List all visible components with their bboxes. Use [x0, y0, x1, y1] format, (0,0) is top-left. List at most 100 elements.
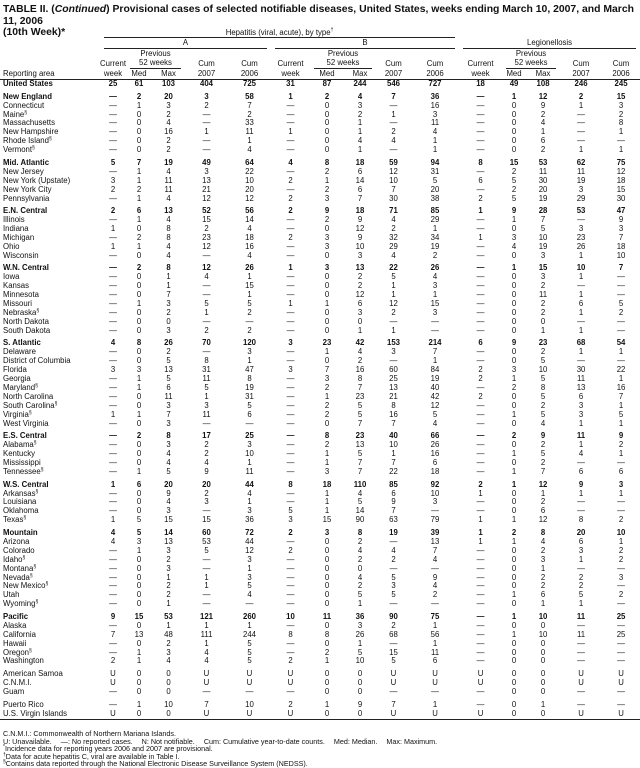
a-cum-2007: 12	[202, 241, 211, 251]
a-current-week: 1	[110, 241, 116, 251]
max-header: Max	[344, 68, 376, 81]
table-row: New England —2 20 3 58 1 2 4 7 36—1 12 2 15	[0, 92, 640, 102]
legionellosis-max: 19	[538, 193, 548, 203]
b-med: 0	[324, 536, 330, 546]
reporting-area: New Hampshire	[0, 127, 100, 137]
footnote-mark: §	[54, 400, 58, 407]
b-max: 3	[357, 620, 363, 630]
b-max: 8	[357, 528, 363, 537]
footnote: §Contains data reported through the Nati…	[3, 759, 308, 768]
legionellosis-med: 0	[511, 100, 517, 110]
a-current-week: —	[109, 572, 117, 582]
b-med: 0	[324, 290, 330, 300]
legionellosis-cum-2007: 53	[576, 206, 586, 216]
a-cum-2006: 1	[247, 290, 252, 300]
legionellosis-med: 0	[511, 290, 517, 300]
reporting-area-name: Wyoming	[3, 599, 36, 609]
legionellosis-current-week: —	[476, 356, 485, 366]
legionellosis-med: 0	[511, 638, 517, 648]
a-med: 5	[136, 515, 142, 525]
b-cum-2007: 4	[391, 250, 396, 260]
previous-header: Previous	[515, 48, 547, 58]
legionellosis-med: 0	[511, 545, 517, 555]
b-max: 4	[357, 136, 363, 146]
med-header: Med	[502, 68, 527, 81]
a-med: 2	[136, 431, 142, 441]
a-cum-2006: —	[245, 599, 254, 609]
reporting-area-name: West Virginia	[3, 418, 49, 428]
legionellosis-current-week: 2	[478, 365, 483, 375]
b-cum-2007: 1	[391, 281, 396, 291]
b-cum-2006: —	[431, 506, 439, 516]
legionellosis-med: 1	[511, 409, 517, 419]
b-cum-2007: 85	[389, 479, 398, 489]
legionellosis-cum-2007: 1	[578, 100, 584, 110]
reporting-area: Delaware	[0, 347, 100, 357]
a-max: 0	[166, 669, 171, 679]
a-cum-2006: 33	[245, 118, 254, 128]
a-max: 7	[166, 290, 171, 300]
a-cum-2006: 1	[247, 563, 252, 573]
b-med: 15	[322, 515, 332, 525]
legionellosis-current-week: —	[476, 383, 485, 393]
b-current-week: —	[286, 224, 295, 234]
reporting-area-name: Guam	[3, 687, 25, 696]
legionellosis-current-week: —	[476, 431, 485, 441]
table-row: New York City 2 2 11 21 20 — 2 6 7 20 — 2 20 3 15	[0, 185, 640, 195]
legionellosis-cum-2006: 25	[616, 629, 626, 639]
a-max: 0	[166, 678, 171, 688]
legionellosis-cum-2007: 19	[576, 175, 586, 185]
legionellosis-med: 3	[511, 365, 517, 375]
legionellosis-max: 108	[536, 79, 550, 89]
a-cum-2006: 25	[245, 431, 254, 441]
a-cum-2007: —	[202, 250, 211, 260]
legionellosis-cum-2007: 13	[576, 383, 586, 393]
a-cum-2007: 17	[202, 431, 211, 441]
a-current-week: —	[109, 307, 117, 317]
legionellosis-max: 1	[540, 325, 546, 335]
b-cum-2006: 38	[430, 193, 440, 203]
table-row: E.N. Central 2 6 13 52 56 2 9 18 71 85 1 9 28 53 47	[0, 206, 640, 216]
legionellosis-cum-2007: 20	[576, 528, 586, 537]
a-med: 0	[136, 127, 142, 137]
a-current-week: —	[109, 506, 117, 516]
b-max: 2	[357, 581, 363, 591]
a-cum-2006: 12	[245, 545, 254, 555]
table-row: Idaho§ — 0 2 — 3 — 0 2 2 4 — 0 3 1 2	[0, 555, 640, 565]
b-cum-2007: 59	[389, 157, 398, 167]
a-cum-2006: 5	[247, 638, 252, 648]
reporting-area-name: Pacific	[3, 611, 29, 621]
b-current-week: —	[286, 599, 295, 609]
reporting-area: Minnesota	[0, 290, 100, 300]
a-med: 0	[136, 458, 142, 468]
b-cum-2007: 7	[391, 418, 396, 428]
legionellosis-current-week: 1	[478, 232, 483, 242]
table-row: Illinois —1 4 15 14—2 9 4 29—1 7—9	[0, 215, 640, 225]
legionellosis-cum-2007: 10	[576, 263, 586, 273]
reporting-area: Nebraska§	[0, 308, 100, 318]
legionellosis-current-week: U	[459, 709, 503, 720]
b-cum-2007: 15	[389, 647, 398, 657]
legionellosis-cum-2007: 11	[576, 374, 586, 384]
legionellosis-max: 2	[540, 347, 546, 357]
legionellosis-max: 11	[538, 290, 548, 300]
legionellosis-med: 0	[511, 488, 517, 498]
b-max: 18	[355, 157, 365, 167]
b-current-week: —	[286, 497, 295, 507]
b-cum-2006: 19	[430, 241, 440, 251]
table-row: W.N. Central —2 8 12 26 1 3 13 22 26—1 15 10 7	[0, 263, 640, 273]
legionellosis-cum-2007: 1	[578, 418, 584, 428]
a-current-week: 1	[110, 224, 116, 234]
a-cum-2007: 4	[204, 272, 209, 282]
table-row: Michigan —2 8 23 18 2 3 9 32 34 1 3 10 23 7	[0, 232, 640, 243]
footnote-mark: §	[35, 383, 38, 390]
a-med: 0	[136, 620, 142, 630]
a-cum-2007: 1	[204, 391, 209, 401]
legionellosis-max: 0	[540, 316, 546, 326]
footnote-cnmi: C.N.M.I.: Commonwealth of Northern Maria…	[3, 729, 176, 738]
a-current-week: —	[109, 299, 117, 309]
reporting-area: Oklahoma	[0, 506, 100, 516]
reporting-area: Georgia	[0, 374, 100, 384]
legionellosis-med: 1	[511, 629, 517, 639]
a-max: 26	[164, 338, 173, 348]
